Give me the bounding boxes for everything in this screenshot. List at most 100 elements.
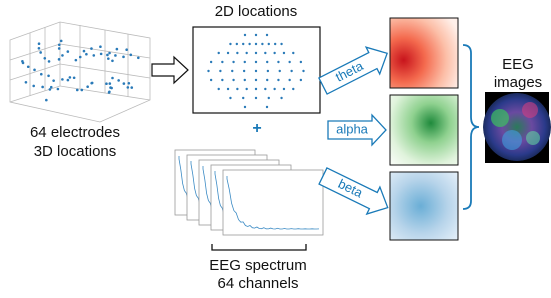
dot: [207, 70, 209, 72]
dot: [32, 85, 35, 88]
dot: [67, 50, 70, 53]
dot: [99, 45, 102, 48]
dot: [255, 79, 257, 81]
dot: [277, 79, 279, 81]
dot: [58, 47, 61, 50]
dot: [210, 61, 212, 63]
dot: [245, 88, 247, 90]
dot: [129, 54, 132, 57]
dot: [292, 52, 294, 54]
dot: [277, 61, 279, 63]
plus: +: [252, 120, 261, 137]
spectrum-label: 64 channels: [218, 275, 299, 292]
dot: [255, 70, 257, 72]
dot: [218, 88, 220, 90]
dot: [109, 86, 112, 89]
dot: [86, 85, 89, 88]
eeg-image-content: [483, 93, 551, 161]
dot: [90, 47, 93, 50]
dot: [268, 43, 270, 45]
dot: [125, 48, 128, 51]
dot: [266, 79, 268, 81]
theta-image: [390, 18, 458, 88]
dot: [236, 43, 238, 45]
brace: [212, 244, 306, 250]
dot: [261, 43, 263, 45]
dot: [302, 70, 304, 72]
dot: [244, 106, 246, 108]
dot: [85, 53, 88, 56]
dot: [123, 82, 126, 85]
dot: [229, 97, 231, 99]
dot: [45, 99, 48, 102]
dot: [236, 88, 238, 90]
dot: [91, 82, 94, 85]
dot: [57, 88, 60, 91]
dot: [108, 52, 111, 55]
dot: [25, 81, 28, 84]
dot: [290, 70, 292, 72]
dot: [100, 53, 103, 56]
diagram: 64 electrodes 3D locations 2D locations …: [0, 0, 551, 293]
dot: [52, 79, 55, 82]
dot: [33, 69, 36, 72]
dot: [268, 97, 270, 99]
dot: [266, 34, 268, 36]
dot: [264, 52, 266, 54]
alpha-image: [390, 95, 458, 165]
dot: [116, 48, 119, 51]
dot: [288, 79, 290, 81]
left-label: 64 electrodes: [30, 124, 120, 141]
dot: [49, 88, 52, 91]
arrow: [152, 57, 188, 83]
dot: [130, 86, 133, 89]
dot: [244, 79, 246, 81]
band-arrow: alpha: [328, 115, 386, 145]
dot: [242, 97, 244, 99]
middle-title: 2D locations: [215, 3, 298, 20]
dot: [111, 59, 114, 62]
dot: [69, 76, 72, 79]
dot: [255, 43, 257, 45]
dot: [105, 82, 108, 85]
dot: [109, 82, 112, 85]
dot: [43, 57, 46, 60]
left-label: 3D locations: [34, 143, 117, 160]
dot: [255, 88, 257, 90]
dot: [137, 57, 140, 60]
dot: [60, 40, 63, 43]
dot: [92, 54, 95, 57]
dot: [273, 52, 275, 54]
dot: [283, 52, 285, 54]
dot: [279, 70, 281, 72]
dot: [231, 70, 233, 72]
dot: [280, 97, 282, 99]
dot: [244, 34, 246, 36]
dot: [267, 70, 269, 72]
output-label: EEG: [502, 56, 534, 73]
dot: [244, 61, 246, 63]
dot: [83, 50, 86, 53]
dot: [58, 58, 61, 61]
dot: [219, 70, 221, 72]
dot: [283, 88, 285, 90]
dot: [108, 90, 111, 93]
dot: [300, 79, 302, 81]
dot: [280, 43, 282, 45]
dot: [232, 61, 234, 63]
dot: [266, 61, 268, 63]
dot: [227, 88, 229, 90]
scatter-3d: [10, 22, 150, 122]
dot: [47, 75, 50, 78]
dot: [221, 61, 223, 63]
dot: [128, 82, 131, 85]
dot: [232, 79, 234, 81]
dot: [255, 52, 257, 54]
dot: [127, 86, 130, 89]
dot: [61, 54, 64, 57]
dot: [236, 52, 238, 54]
dot: [111, 77, 114, 80]
dot: [27, 65, 30, 68]
dot: [255, 61, 257, 63]
dot: [255, 97, 257, 99]
